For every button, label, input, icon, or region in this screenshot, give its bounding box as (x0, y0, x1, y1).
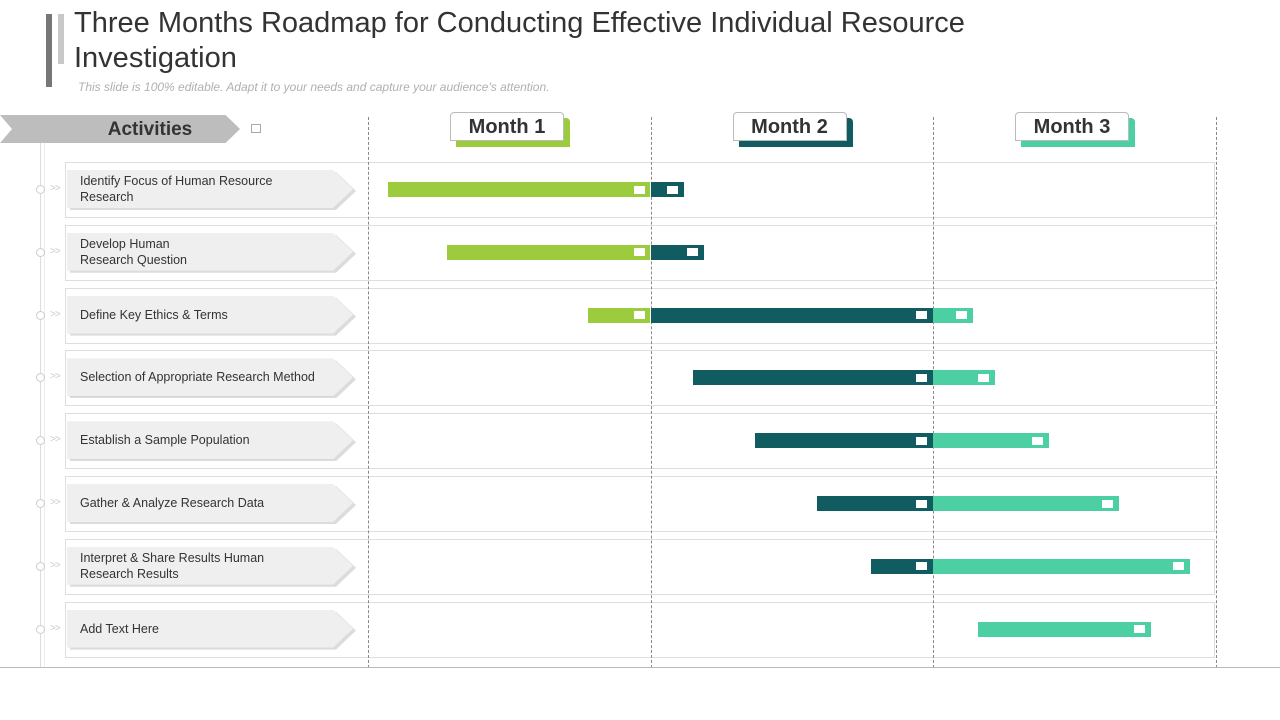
activity-label: Selection of Appropriate Research Method (80, 370, 315, 385)
activity-label-arrow (67, 358, 353, 397)
square-icon (251, 124, 261, 133)
timeline-dot (36, 499, 45, 508)
gantt-bar-segment (650, 307, 933, 323)
gantt-bar-segment (978, 621, 1151, 637)
month-header-2: Month 2 (732, 112, 853, 147)
activity-label: Add Text Here (80, 621, 159, 636)
chevron-right-icon: >> (50, 371, 61, 383)
bar-end-marker (955, 311, 967, 320)
activity-label-arrow (67, 295, 353, 334)
timeline-dot (36, 436, 45, 446)
bar-end-marker (667, 185, 679, 194)
activities-heading: Activities (107, 119, 193, 140)
month-header-1: Month 1 (450, 112, 570, 147)
chevron-right-icon: >> (50, 308, 61, 320)
activity-label: Gather & Analyze Research Data (80, 496, 265, 510)
month-header-label: Month 1 (450, 112, 564, 141)
activity-label: Identify Focus of Human Resource Researc… (80, 174, 273, 204)
bar-end-marker (633, 311, 645, 320)
bar-end-marker (916, 373, 927, 382)
bar-end-marker (633, 185, 645, 194)
bar-end-marker (687, 248, 699, 257)
gantt-bar-segment (387, 182, 651, 197)
gantt-bar-segment (933, 558, 1191, 574)
activity-label-arrow (67, 170, 353, 208)
month-header-label: Month 3 (1015, 112, 1129, 141)
activity-label: Define Key Ethics & Terms (80, 307, 228, 322)
activity-label: Interpret & Share Results Human Research… (80, 550, 265, 581)
bar-end-marker (916, 436, 927, 445)
bar-end-marker (1102, 499, 1114, 508)
bar-end-marker (633, 248, 645, 257)
gantt-bar-segment (692, 370, 933, 386)
activity-label: Develop Human Research Question (80, 236, 188, 267)
gantt-bar-segment (933, 307, 973, 323)
timeline-line (40, 143, 41, 668)
chevron-right-icon: >> (50, 497, 61, 508)
gantt-bar-segment (755, 433, 933, 449)
chevron-right-icon: >> (50, 434, 61, 446)
month-gridline (368, 117, 369, 668)
title-accent-bar-secondary (58, 14, 64, 64)
bar-end-marker (1031, 436, 1043, 445)
bar-end-marker (1133, 625, 1145, 634)
timeline-line-secondary (44, 143, 45, 668)
chevron-right-icon: >> (50, 183, 61, 194)
gantt-bar-segment (447, 244, 651, 260)
gantt-bar-segment (933, 433, 1049, 449)
bar-end-marker (916, 562, 927, 571)
timeline-dot (36, 373, 45, 383)
month-header-3: Month 3 (1015, 112, 1135, 147)
month-gridline (1215, 117, 1217, 668)
timeline-dot (36, 185, 45, 194)
activity-label-arrow (67, 232, 353, 271)
chevron-right-icon: >> (50, 559, 61, 571)
chevron-right-icon: >> (50, 622, 61, 634)
bar-end-marker (1173, 562, 1185, 571)
activity-label-arrow (67, 609, 353, 648)
month-header-label: Month 2 (732, 112, 847, 141)
gantt-bar-segment (817, 496, 933, 511)
timeline-dot (36, 624, 45, 634)
activity-label: Establish a Sample Population (80, 433, 250, 448)
timeline-dot (36, 561, 45, 571)
activity-label-arrow (67, 484, 353, 522)
activities-banner (0, 115, 240, 143)
bar-end-marker (916, 311, 927, 320)
page-subtitle: This slide is 100% editable. Adapt it to… (78, 80, 550, 94)
page-title: Three Months Roadmap for Conducting Effe… (74, 7, 965, 74)
bottom-rule (0, 667, 1280, 668)
gantt-bar-segment (933, 496, 1120, 511)
chevron-right-icon: >> (50, 245, 61, 257)
bar-end-marker (916, 499, 927, 508)
title-accent-bar (46, 14, 52, 87)
month-gridline (650, 117, 652, 668)
month-gridline (933, 117, 934, 668)
timeline-dot (36, 310, 45, 320)
activity-label-arrow (67, 421, 353, 460)
activity-label-arrow (67, 546, 353, 585)
timeline-dot (36, 247, 45, 257)
bar-end-marker (978, 373, 990, 382)
